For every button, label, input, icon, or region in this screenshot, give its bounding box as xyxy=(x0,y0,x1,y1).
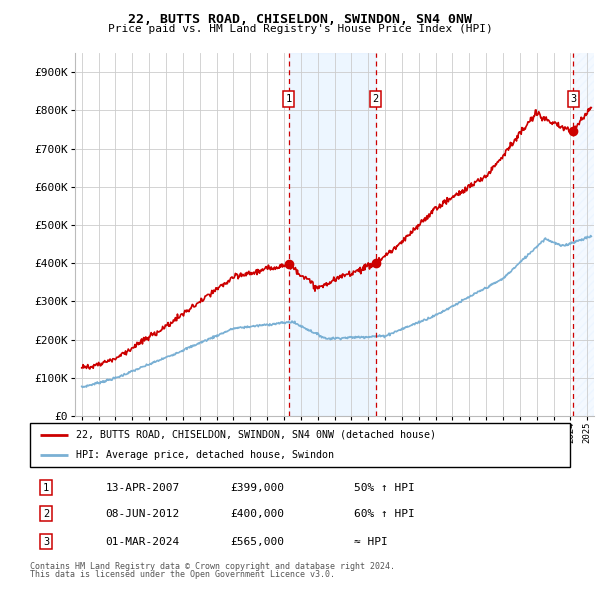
Text: 08-JUN-2012: 08-JUN-2012 xyxy=(106,509,180,519)
Text: 60% ↑ HPI: 60% ↑ HPI xyxy=(354,509,415,519)
Text: £400,000: £400,000 xyxy=(230,509,284,519)
Text: 50% ↑ HPI: 50% ↑ HPI xyxy=(354,483,415,493)
Text: £565,000: £565,000 xyxy=(230,537,284,547)
Text: Contains HM Land Registry data © Crown copyright and database right 2024.: Contains HM Land Registry data © Crown c… xyxy=(30,562,395,571)
Text: 01-MAR-2024: 01-MAR-2024 xyxy=(106,537,180,547)
Text: 3: 3 xyxy=(43,537,49,547)
Text: This data is licensed under the Open Government Licence v3.0.: This data is licensed under the Open Gov… xyxy=(30,570,335,579)
Text: 2: 2 xyxy=(43,509,49,519)
Text: 1: 1 xyxy=(43,483,49,493)
Text: 1: 1 xyxy=(286,94,292,104)
Text: HPI: Average price, detached house, Swindon: HPI: Average price, detached house, Swin… xyxy=(76,450,334,460)
Text: 22, BUTTS ROAD, CHISELDON, SWINDON, SN4 0NW: 22, BUTTS ROAD, CHISELDON, SWINDON, SN4 … xyxy=(128,13,472,26)
Text: 22, BUTTS ROAD, CHISELDON, SWINDON, SN4 0NW (detached house): 22, BUTTS ROAD, CHISELDON, SWINDON, SN4 … xyxy=(76,430,436,440)
Text: 2: 2 xyxy=(373,94,379,104)
Text: Price paid vs. HM Land Registry's House Price Index (HPI): Price paid vs. HM Land Registry's House … xyxy=(107,24,493,34)
Text: £399,000: £399,000 xyxy=(230,483,284,493)
Bar xyxy=(289,53,376,416)
Text: ≈ HPI: ≈ HPI xyxy=(354,537,388,547)
Bar xyxy=(573,53,594,416)
Text: 3: 3 xyxy=(570,94,577,104)
Text: 13-APR-2007: 13-APR-2007 xyxy=(106,483,180,493)
